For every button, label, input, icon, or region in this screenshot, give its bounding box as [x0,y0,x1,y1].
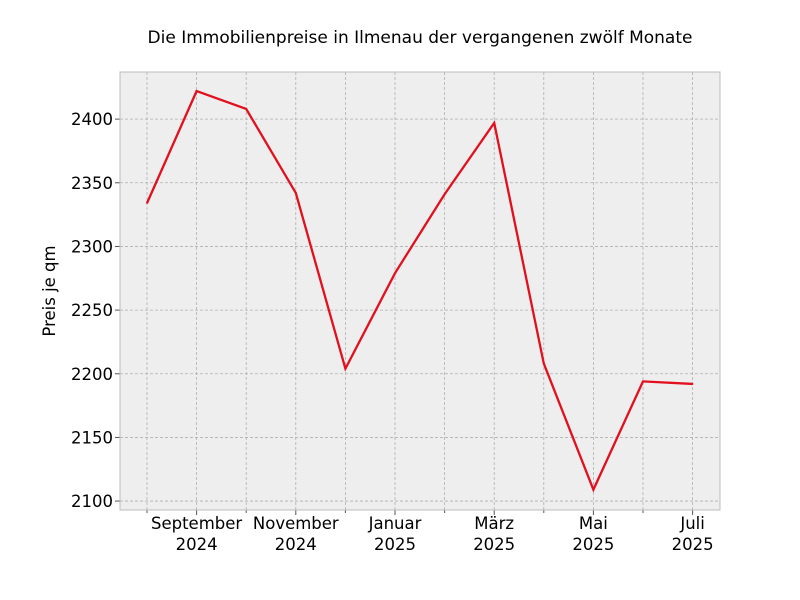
y-tick-labels: 2100 2150 2200 2250 2300 2350 2400 [71,110,113,511]
y-tick-label: 2300 [71,237,113,256]
y-tick-label: 2100 [71,492,113,511]
x-tick-label-month: Juli [679,514,705,533]
x-tick-labels: September 2024 November 2024 Januar 2025 März 2… [151,514,714,554]
data-point [295,192,297,194]
series-layer [145,89,694,493]
series-line [145,89,693,493]
x-tick-label-year: 2025 [473,535,515,554]
x-tick-label-year: 2025 [374,535,416,554]
data-point [146,202,148,204]
data-point [592,488,595,491]
x-tick-label-year: 2025 [672,535,714,554]
data-point [195,90,198,92]
x-tick-label-month: März [474,514,514,533]
axis-ticks [115,118,694,515]
x-tick-label-year: 2024 [176,535,218,554]
data-point [691,383,694,385]
data-point [443,193,446,196]
data-point [543,362,545,365]
x-tick-label-year: 2025 [572,535,614,554]
data-point [245,108,247,110]
plot-frame [119,71,721,511]
y-tick-label: 2200 [71,365,113,384]
x-tick-label-month: Mai [579,514,608,533]
data-point [394,272,396,274]
x-tick-label-year: 2024 [275,535,317,554]
x-tick-label-month: Januar [368,514,422,533]
y-tick-label: 2400 [71,110,113,129]
data-point [344,367,347,370]
y-tick-label: 2250 [71,301,113,320]
grid [120,72,720,510]
y-tick-label: 2350 [71,174,113,193]
data-point [493,122,496,124]
y-axis-label: Preis je qm [40,245,59,336]
plot-area [120,72,720,510]
x-tick-label-month: November [253,514,339,533]
data-point [642,380,644,383]
x-tick-label-month: September [151,514,242,533]
chart-title: Die Immobilienpreise in Ilmenau der verg… [148,28,693,48]
y-tick-label: 2150 [71,428,113,447]
